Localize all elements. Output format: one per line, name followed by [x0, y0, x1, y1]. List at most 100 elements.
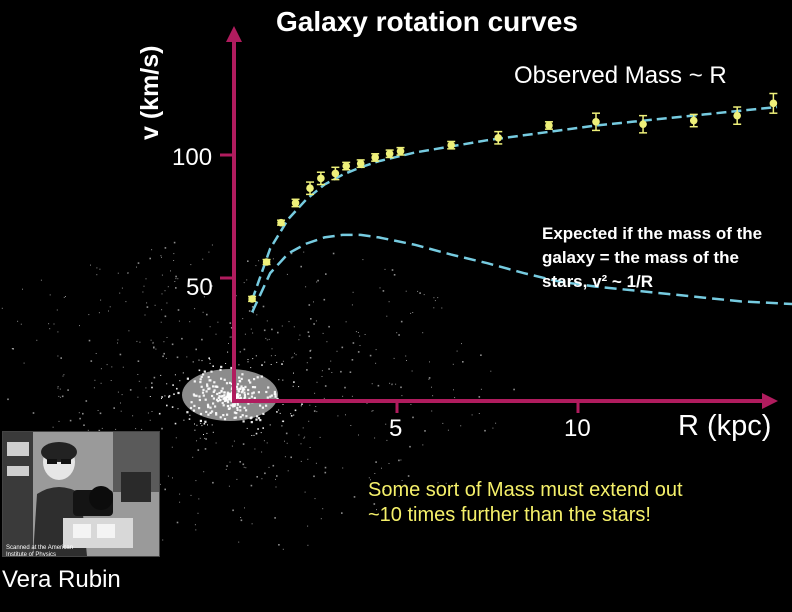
star: [87, 429, 89, 431]
star: [362, 259, 364, 261]
star: [1, 307, 3, 309]
star: [62, 375, 64, 377]
star: [372, 410, 374, 412]
star: [398, 334, 400, 336]
star: [220, 365, 223, 368]
star: [128, 330, 130, 332]
star: [205, 438, 207, 440]
star: [175, 437, 177, 439]
star: [513, 388, 515, 391]
star: [239, 461, 241, 463]
star: [281, 325, 283, 327]
star: [252, 358, 254, 360]
star: [90, 264, 91, 266]
data-marker: [342, 162, 351, 170]
star: [270, 355, 272, 357]
star: [453, 389, 454, 391]
star: [264, 361, 266, 363]
star: [215, 442, 217, 444]
star: [186, 356, 188, 358]
star: [119, 292, 121, 294]
star: [253, 434, 255, 436]
star: [268, 466, 270, 468]
star: [146, 306, 149, 308]
star: [161, 396, 163, 398]
star: [172, 384, 174, 386]
star: [99, 412, 102, 415]
observed-data-point: [277, 218, 286, 227]
conclusion-line-2: ~10 times further than the stars!: [368, 504, 651, 526]
star: [195, 529, 197, 531]
star: [63, 374, 65, 376]
star: [194, 524, 196, 526]
star: [101, 427, 103, 429]
star: [332, 252, 335, 255]
star: [460, 425, 462, 427]
observed-data-point: [306, 181, 315, 196]
star: [65, 296, 66, 297]
star: [164, 488, 166, 491]
star: [135, 428, 137, 430]
star: [429, 361, 430, 363]
star: [422, 444, 424, 446]
star: [385, 423, 387, 425]
star: [204, 448, 207, 450]
star: [163, 341, 165, 343]
star: [174, 422, 177, 425]
star: [158, 412, 161, 415]
star: [146, 302, 148, 304]
star: [313, 475, 315, 478]
star: [225, 363, 227, 364]
conclusion-line-1: Some sort of Mass must extend out: [368, 479, 683, 501]
star: [171, 446, 173, 448]
data-marker: [356, 159, 365, 168]
data-marker: [639, 120, 647, 129]
star: [121, 394, 123, 396]
data-marker: [371, 153, 379, 162]
star: [20, 323, 22, 325]
star: [160, 255, 162, 257]
star: [431, 386, 432, 388]
star: [247, 260, 249, 262]
star: [60, 357, 62, 359]
star: [313, 410, 316, 412]
star: [400, 386, 402, 389]
star: [228, 343, 229, 344]
star: [282, 548, 284, 550]
star: [314, 498, 316, 500]
data-marker: [291, 199, 300, 207]
star: [261, 478, 263, 480]
star: [137, 360, 140, 362]
star: [243, 466, 245, 468]
star: [388, 301, 390, 303]
star: [375, 349, 377, 351]
star: [341, 512, 343, 514]
star: [209, 362, 211, 364]
star: [154, 304, 156, 306]
observed-series-label: Observed Mass ~ R: [514, 62, 727, 89]
star: [155, 348, 157, 350]
x-tick-label-5: 5: [389, 415, 403, 442]
star: [382, 290, 385, 292]
star: [432, 395, 434, 397]
star: [194, 429, 196, 431]
star: [136, 340, 138, 342]
observed-data-point: [371, 153, 380, 162]
star: [97, 410, 99, 411]
star: [257, 428, 259, 430]
star: [391, 384, 393, 386]
star: [286, 442, 288, 444]
star: [151, 386, 153, 389]
star: [90, 360, 93, 362]
star: [202, 311, 204, 313]
star: [371, 383, 373, 385]
star: [244, 333, 246, 335]
star: [212, 431, 214, 433]
star: [11, 348, 13, 350]
star: [177, 278, 179, 280]
star: [353, 496, 356, 498]
data-marker: [317, 174, 325, 183]
star: [452, 363, 454, 365]
star: [226, 465, 228, 467]
star: [142, 291, 144, 293]
